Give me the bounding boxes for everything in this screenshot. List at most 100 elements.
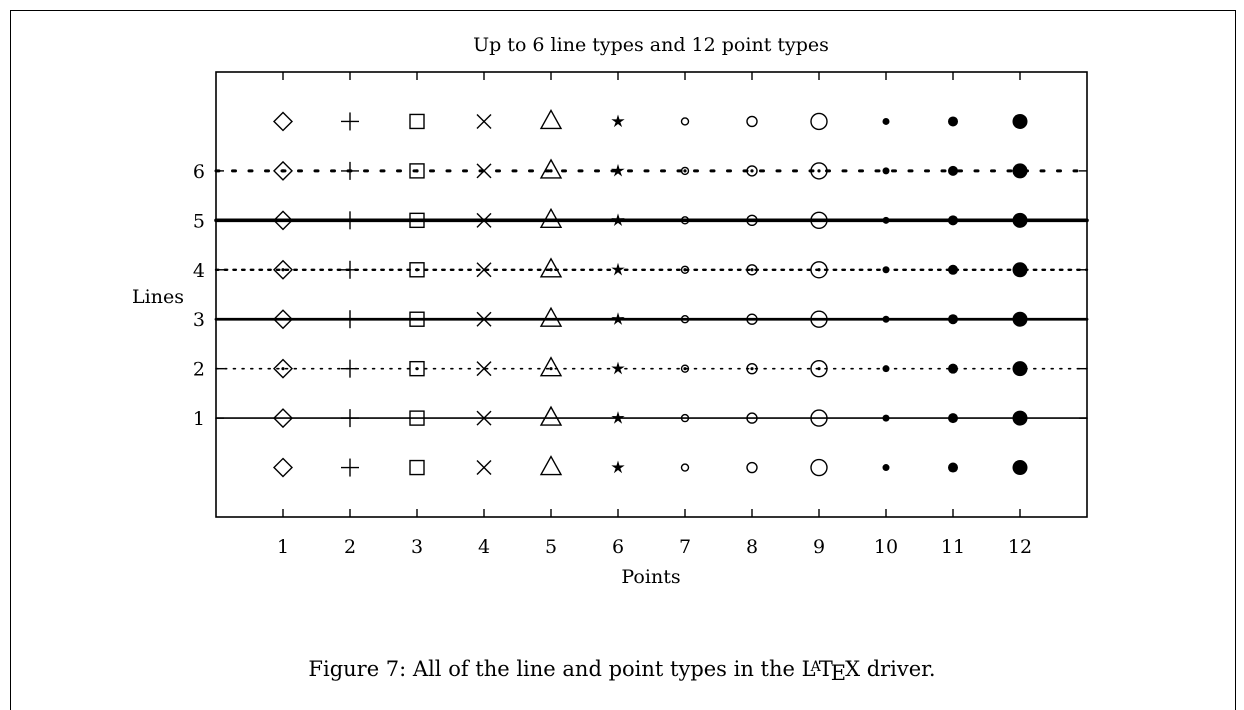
- marker-circle-small-row-2: [680, 364, 690, 373]
- marker-triangle-row-0: [539, 455, 563, 476]
- marker-cross-row-2: [476, 361, 492, 377]
- marker-diamond-row-3: [273, 309, 293, 330]
- y-tick-label-1: 1: [193, 408, 205, 430]
- marker-square-row-0: [409, 459, 425, 476]
- marker-circle-large-row-1: [810, 409, 828, 427]
- marker-cross-row-7: [476, 113, 492, 129]
- marker-circle-large-row-0: [810, 458, 828, 477]
- marker-circle-small-row-3: [680, 315, 690, 324]
- marker-circle-row-5: [746, 214, 758, 227]
- marker-cross-row-6: [476, 163, 492, 179]
- marker-star-row-3: [611, 312, 625, 325]
- marker-square-row-1: [409, 410, 425, 426]
- marker-square-row-5: [409, 212, 425, 229]
- marker-dot-row-3: [948, 314, 958, 325]
- marker-cross-row-4: [476, 262, 492, 278]
- marker-square-row-7: [409, 113, 425, 130]
- marker-circle-row-7: [746, 115, 758, 128]
- marker-center-dot: [817, 268, 821, 272]
- marker-dot-row-5: [948, 215, 958, 226]
- marker-star-row-7: [611, 114, 625, 128]
- series-lines: [214, 169, 1089, 419]
- figure-frame: [10, 10, 1236, 710]
- marker-dot-row-0: [948, 462, 958, 473]
- marker-triangle-row-6: [539, 158, 563, 179]
- marker-plus-row-2: [341, 359, 359, 378]
- marker-circle-row-2: [746, 362, 758, 375]
- marker-cross-row-0: [476, 460, 492, 476]
- x-tick-label-6: 6: [612, 536, 624, 558]
- marker-center-dot: [817, 367, 821, 371]
- caption-prefix: Figure 7: All of the line and point type…: [308, 657, 802, 681]
- marker-cross-row-5: [476, 212, 492, 228]
- marker-square-row-3: [409, 311, 425, 327]
- marker-center-dot: [683, 169, 687, 173]
- marker-dot-row-1: [948, 413, 958, 424]
- marker-circle-large-row-6: [810, 162, 828, 180]
- marker-center-dot: [683, 268, 687, 272]
- marker-diamond-row-4: [273, 259, 293, 280]
- marker-star-row-0: [611, 460, 625, 474]
- marker-plus-row-6: [341, 161, 359, 180]
- latex-logo: LATEX: [801, 657, 861, 685]
- marker-circle-large-row-2: [810, 359, 828, 378]
- marker-cross-row-1: [476, 410, 492, 426]
- marker-square-row-4: [409, 262, 425, 278]
- marker-triangle-row-4: [539, 257, 563, 278]
- axis-ticks: [216, 72, 1087, 517]
- marker-center-dot: [750, 169, 754, 173]
- marker-dot-row-2: [948, 363, 958, 374]
- x-axis-label: Points: [621, 566, 680, 588]
- point-markers: [273, 109, 1028, 478]
- marker-center-dot: [281, 367, 285, 371]
- x-tick-label-7: 7: [679, 536, 691, 558]
- marker-center-dot: [415, 169, 419, 173]
- marker-circle-row-4: [746, 264, 758, 276]
- y-tick-label-5: 5: [193, 210, 205, 232]
- marker-dot-large-row-3: [1012, 311, 1028, 327]
- marker-triangle-row-2: [539, 356, 563, 377]
- marker-triangle-row-5: [539, 207, 563, 229]
- marker-dot-small-row-5: [882, 216, 890, 224]
- marker-star-row-2: [611, 361, 625, 375]
- marker-dot-large-row-6: [1012, 163, 1028, 179]
- marker-center-dot: [683, 367, 687, 371]
- x-tick-label-8: 8: [746, 536, 758, 558]
- marker-dot-small-row-0: [882, 464, 890, 472]
- marker-dot-small-row-6: [882, 167, 890, 175]
- marker-center-dot: [281, 169, 285, 173]
- marker-diamond-row-5: [273, 210, 293, 231]
- marker-diamond-row-7: [273, 111, 293, 132]
- figure-caption: Figure 7: All of the line and point type…: [0, 657, 1244, 685]
- x-tick-label-11: 11: [941, 536, 965, 558]
- plot-area-border: [215, 71, 1088, 518]
- marker-plus-row-3: [341, 310, 359, 329]
- marker-diamond-row-0: [273, 457, 293, 478]
- marker-dot-small-row-2: [882, 365, 890, 373]
- marker-dot-large-row-7: [1012, 113, 1028, 129]
- marker-circle-row-3: [746, 313, 758, 325]
- marker-circle-row-1: [746, 412, 758, 424]
- marker-circle-small-row-5: [680, 216, 690, 225]
- x-tick-label-10: 10: [874, 536, 898, 558]
- x-tick-label-12: 12: [1008, 536, 1032, 558]
- marker-circle-small-row-0: [680, 463, 690, 472]
- x-tick-label-4: 4: [478, 536, 490, 558]
- marker-square-row-2: [409, 360, 425, 377]
- caption-suffix: driver.: [860, 657, 936, 681]
- marker-dot-small-row-4: [882, 266, 890, 274]
- marker-dot-small-row-7: [882, 117, 890, 125]
- marker-center-dot: [415, 367, 419, 371]
- y-tick-label-4: 4: [193, 260, 205, 282]
- marker-dot-large-row-4: [1012, 262, 1028, 278]
- x-tick-label-9: 9: [813, 536, 825, 558]
- marker-dot-row-4: [948, 264, 958, 275]
- marker-circle-large-row-7: [810, 112, 828, 131]
- marker-dot-small-row-1: [882, 414, 890, 422]
- marker-plus-row-7: [341, 112, 359, 131]
- marker-plus-row-4: [341, 260, 359, 279]
- x-tick-label-2: 2: [344, 536, 356, 558]
- marker-center-dot: [281, 268, 285, 272]
- y-tick-label-6: 6: [193, 161, 205, 183]
- marker-circle-large-row-4: [810, 261, 828, 279]
